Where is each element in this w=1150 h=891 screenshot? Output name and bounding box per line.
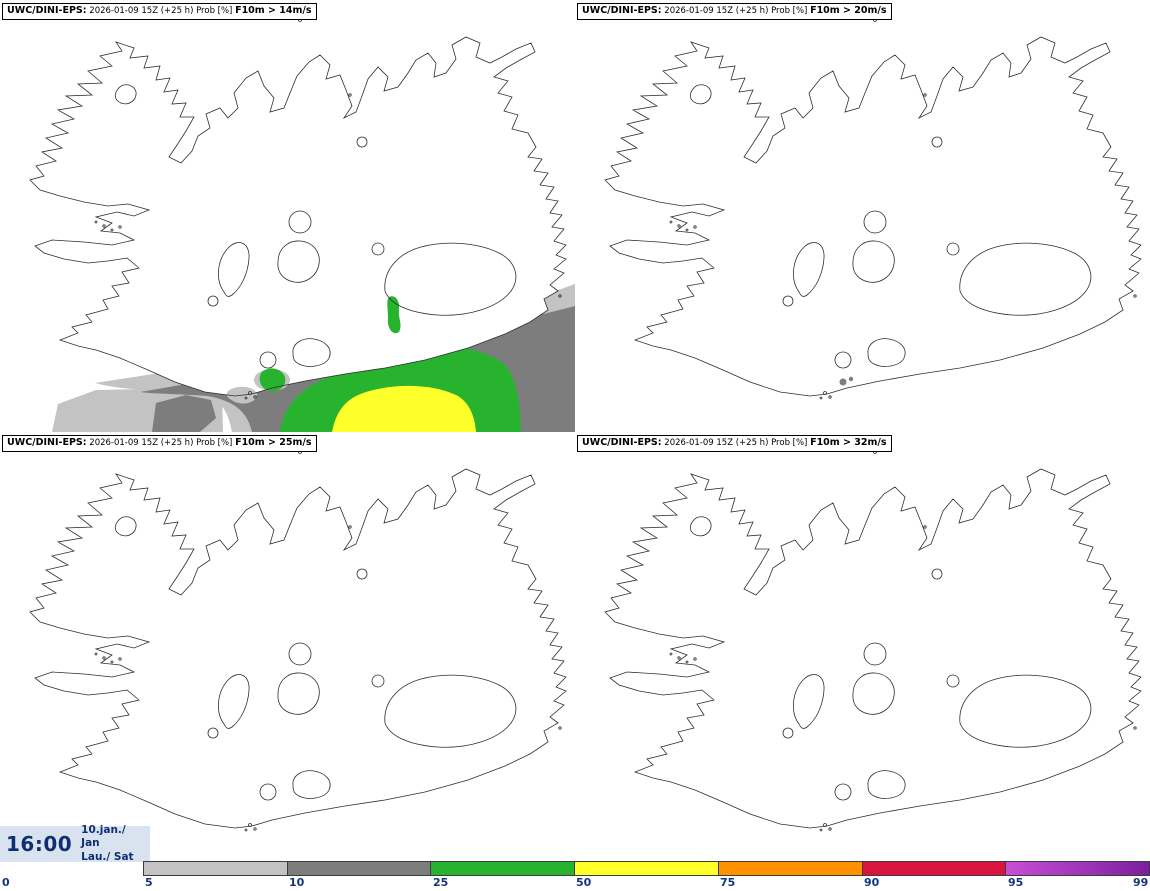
colorbar-tick-90: 90 (864, 876, 880, 889)
run-info: 2026-01-09 15Z (+25 h) Prob [%] (664, 6, 808, 16)
model-label: UWC/DINI-EPS: (582, 437, 662, 448)
panel-title: UWC/DINI-EPS: 2026-01-09 15Z (+25 h) Pro… (2, 3, 317, 21)
param-label: F10m > 20m/s (810, 5, 887, 16)
model-label: UWC/DINI-EPS: (582, 5, 662, 16)
colorbar-tick-95: 95 (1008, 876, 1024, 889)
map-f10m-gt-25 (29, 450, 567, 832)
panel-title: UWC/DINI-EPS: 2026-01-09 15Z (+25 h) Pro… (577, 3, 892, 21)
colorbar-tick-10: 10 (289, 876, 305, 889)
panel-f10m-gt-20: UWC/DINI-EPS: 2026-01-09 15Z (+25 h) Pro… (575, 0, 1150, 432)
valid-date-block: 10.jan./ Jan Lau./ Sat (81, 824, 144, 863)
colorbar-segment-90-95 (861, 862, 1006, 875)
valid-time: 16:00 (6, 832, 73, 856)
colorbar-tick-99: 99 (1133, 876, 1149, 889)
prob-spot-10pct (839, 378, 847, 386)
colorbar-tick-5: 5 (145, 876, 153, 889)
run-info: 2026-01-09 15Z (+25 h) Prob [%] (89, 6, 233, 16)
valid-date: 10.jan./ Jan (81, 824, 126, 850)
colorbar-segment-5-10 (144, 862, 287, 875)
colorbar-tick-50: 50 (576, 876, 592, 889)
map-f10m-gt-14 (29, 18, 575, 432)
panel-f10m-gt-14: UWC/DINI-EPS: 2026-01-09 15Z (+25 h) Pro… (0, 0, 575, 432)
colorbar-segment-75-90 (717, 862, 862, 875)
panel-f10m-gt-25: UWC/DINI-EPS: 2026-01-09 15Z (+25 h) Pro… (0, 432, 575, 864)
valid-day: Lau./ Sat (81, 850, 134, 863)
param-label: F10m > 32m/s (810, 437, 887, 448)
probability-overlay-land (226, 296, 401, 404)
model-label: UWC/DINI-EPS: (7, 5, 87, 16)
colorbar-segment-25-50 (430, 862, 575, 875)
panel-f10m-gt-32: UWC/DINI-EPS: 2026-01-09 15Z (+25 h) Pro… (575, 432, 1150, 864)
valid-time-box: 16:00 10.jan./ Jan Lau./ Sat (0, 824, 150, 863)
prob-spot-10pct-small (848, 376, 854, 382)
run-info: 2026-01-09 15Z (+25 h) Prob [%] (89, 438, 233, 448)
model-label: UWC/DINI-EPS: (7, 437, 87, 448)
colorbar-segment-10-25 (286, 862, 431, 875)
param-label: F10m > 25m/s (235, 437, 312, 448)
panel-title: UWC/DINI-EPS: 2026-01-09 15Z (+25 h) Pro… (577, 435, 892, 453)
colorbar-segment-95-99 (1005, 862, 1150, 875)
param-label: F10m > 14m/s (235, 5, 312, 16)
probability-colorbar (143, 861, 1150, 876)
prob-spot-25pct-coast (259, 368, 286, 392)
map-f10m-gt-32 (604, 450, 1142, 832)
map-f10m-gt-20 (604, 18, 1142, 400)
colorbar-tick-0: 0 (2, 876, 10, 889)
panel-title: UWC/DINI-EPS: 2026-01-09 15Z (+25 h) Pro… (2, 435, 317, 453)
colorbar-tick-75: 75 (720, 876, 736, 889)
colorbar-tick-25: 25 (433, 876, 449, 889)
run-info: 2026-01-09 15Z (+25 h) Prob [%] (664, 438, 808, 448)
prob-area-50pct (332, 385, 476, 432)
colorbar-segment-50-75 (574, 862, 718, 875)
prob-spot-25pct-inland (387, 296, 401, 334)
probability-overlay-land (839, 376, 854, 386)
prob-area-10pct-left (152, 395, 216, 432)
